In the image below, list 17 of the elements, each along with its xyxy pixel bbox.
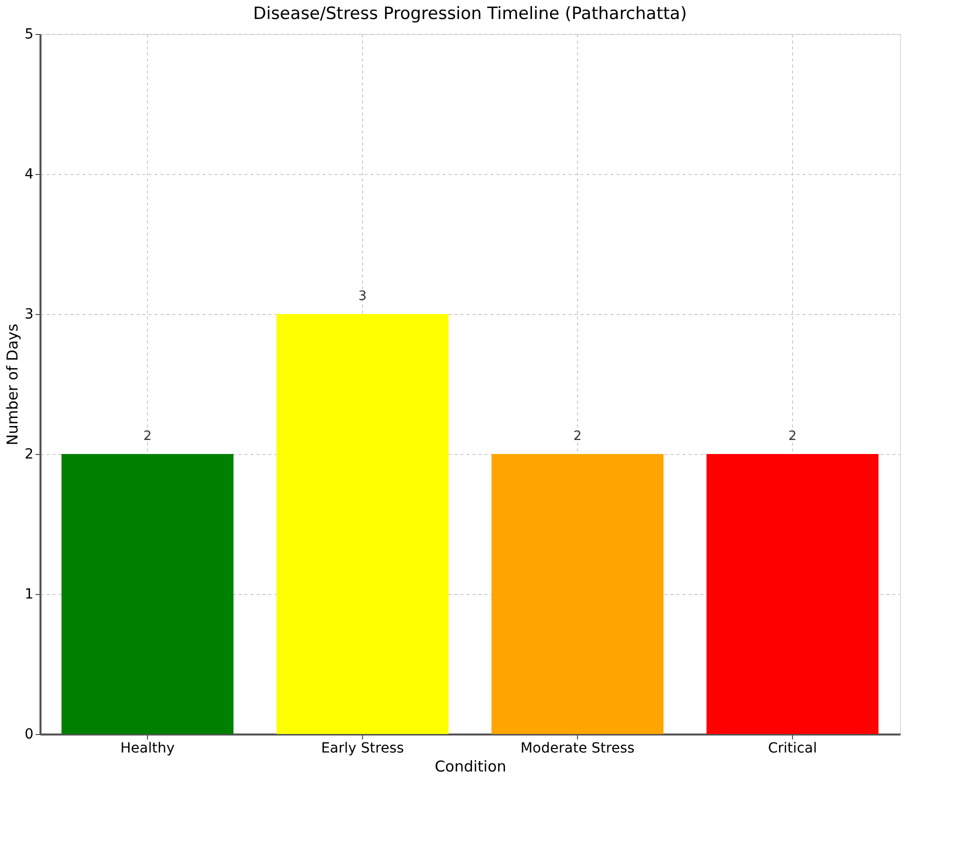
chart-title: Disease/Stress Progression Timeline (Patharchatta) <box>253 4 687 24</box>
x-tick-label: Critical <box>768 740 817 756</box>
data-label: 2 <box>788 429 797 444</box>
y-tick-label: 2 <box>24 446 34 462</box>
x-tick-label: Healthy <box>120 740 175 756</box>
y-axis-title: Number of Days <box>4 323 22 446</box>
y-tick-label: 4 <box>24 166 34 182</box>
x-tick-label: Early Stress <box>321 740 404 756</box>
x-tick-label: Moderate Stress <box>520 740 635 756</box>
data-label: 2 <box>143 429 152 444</box>
y-tick-label: 5 <box>24 26 34 42</box>
y-tick-label: 1 <box>24 586 34 602</box>
x-axis-title: Condition <box>434 758 506 776</box>
y-tick-label: 0 <box>24 726 34 742</box>
y-tick-label: 3 <box>24 306 34 322</box>
data-label: 2 <box>573 429 582 444</box>
data-label: 3 <box>358 289 367 304</box>
